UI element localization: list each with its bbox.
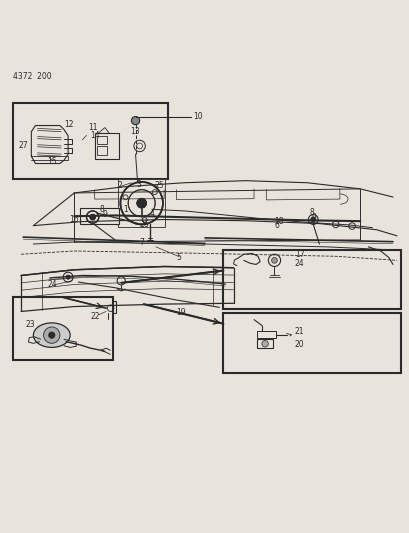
Text: 9: 9: [102, 209, 107, 219]
Text: 22: 22: [90, 312, 100, 321]
Text: 21: 21: [294, 327, 303, 336]
Circle shape: [137, 198, 146, 208]
Text: 9: 9: [310, 213, 315, 222]
Bar: [97, 136, 106, 144]
Bar: [257, 339, 272, 348]
Text: 12: 12: [64, 120, 73, 129]
Circle shape: [271, 257, 276, 263]
Text: 3: 3: [136, 180, 141, 189]
Circle shape: [261, 341, 267, 347]
Bar: [118, 180, 165, 227]
Ellipse shape: [33, 323, 70, 348]
Bar: [13, 297, 113, 360]
Text: 25: 25: [154, 181, 164, 190]
Circle shape: [137, 198, 146, 208]
Text: 18: 18: [274, 217, 283, 226]
Text: 5: 5: [176, 253, 181, 262]
Circle shape: [48, 332, 55, 338]
Text: 27: 27: [19, 141, 28, 150]
Text: 7: 7: [139, 238, 144, 247]
Bar: [97, 147, 106, 155]
Circle shape: [90, 214, 95, 220]
Text: 4: 4: [149, 209, 154, 218]
Text: 2: 2: [117, 181, 121, 190]
Bar: [257, 331, 275, 338]
Text: 15: 15: [47, 157, 57, 166]
Text: 4372  200: 4372 200: [13, 72, 52, 82]
Text: 8: 8: [99, 205, 104, 214]
Bar: [223, 250, 400, 309]
Text: 19: 19: [176, 308, 186, 317]
Text: 10: 10: [192, 111, 202, 120]
Text: 11: 11: [88, 123, 98, 132]
Text: 24: 24: [47, 280, 57, 289]
Text: 17: 17: [294, 250, 304, 259]
Text: 6: 6: [274, 221, 279, 230]
Text: 14: 14: [90, 131, 99, 140]
Bar: [105, 301, 116, 313]
Text: 16: 16: [69, 215, 79, 224]
Bar: [13, 103, 168, 179]
Circle shape: [66, 275, 70, 279]
Text: 23: 23: [25, 320, 35, 329]
Text: 26: 26: [139, 220, 149, 229]
Circle shape: [131, 117, 139, 125]
Text: 1: 1: [123, 205, 128, 214]
Text: 20: 20: [294, 340, 304, 349]
Bar: [223, 313, 400, 373]
Bar: [80, 208, 119, 224]
Circle shape: [90, 214, 95, 220]
Bar: [94, 133, 119, 159]
Circle shape: [43, 327, 60, 343]
Circle shape: [310, 217, 315, 222]
Text: 13: 13: [130, 127, 139, 136]
Text: 24: 24: [294, 259, 304, 268]
Text: 8: 8: [308, 208, 313, 217]
